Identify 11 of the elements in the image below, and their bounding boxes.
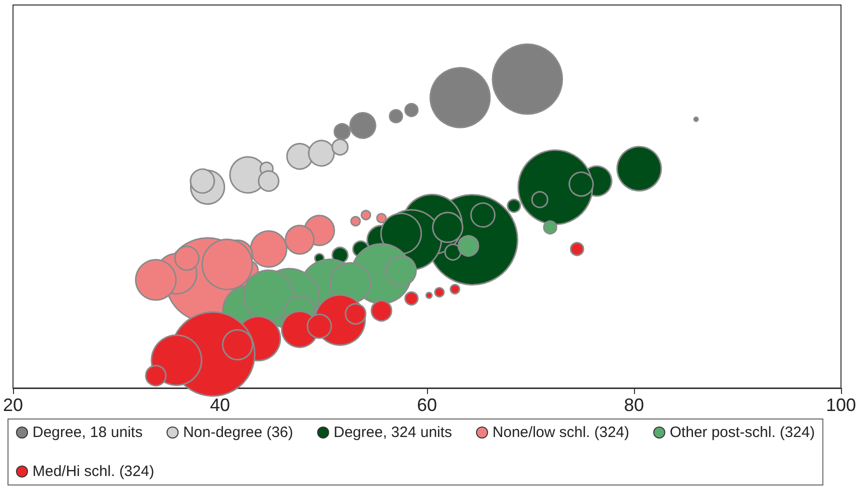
legend-label: Other post-schl. (324) — [670, 424, 815, 441]
legend-label: Med/Hi schl. (324) — [32, 463, 154, 480]
x-tick-label: 80 — [624, 395, 644, 415]
x-tick-label: 20 — [2, 395, 24, 415]
x-tick-label: 40 — [210, 395, 230, 415]
legend-label: None/low schl. (324) — [492, 424, 630, 441]
legend-label: Degree, 18 units — [32, 424, 143, 441]
legend-label: Non-degree (36) — [183, 424, 294, 441]
x-tick-label: 100 — [826, 395, 856, 415]
legend-label: Degree, 324 units — [334, 424, 452, 441]
x-tick-label: 60 — [416, 395, 438, 415]
